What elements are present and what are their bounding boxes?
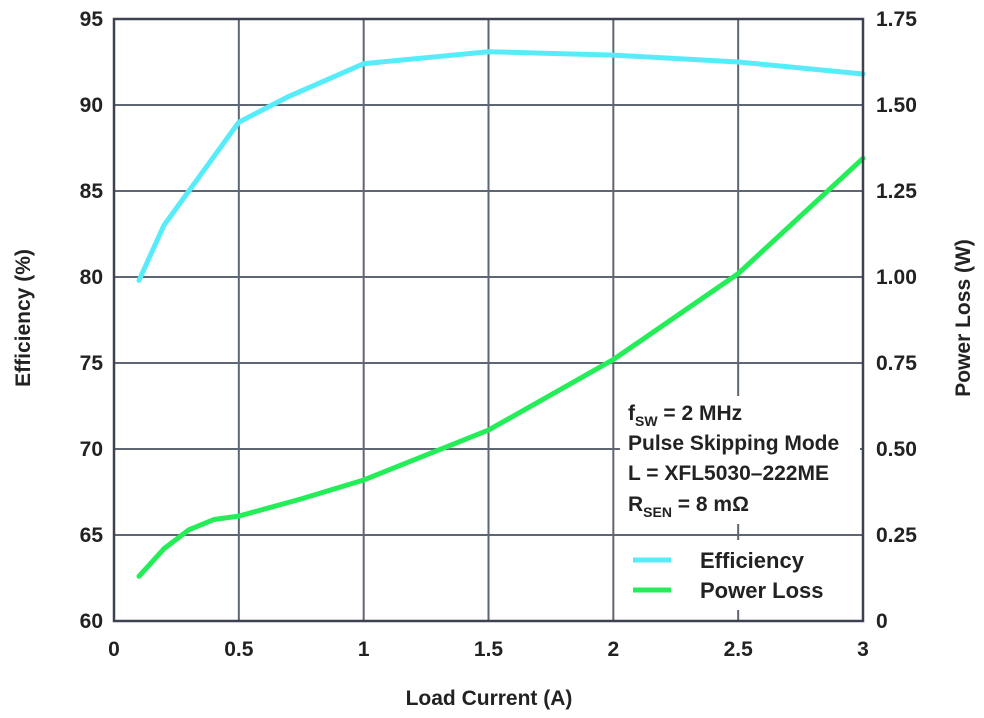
legend-label-efficiency: Efficiency	[700, 548, 805, 573]
legend-background	[620, 540, 860, 610]
y-right-axis-title: Power Loss (W)	[952, 239, 975, 397]
y-right-tick-label: 0.25	[876, 524, 917, 547]
annotation-line-fsw: fSW = 2 MHz	[628, 402, 742, 429]
y-right-tick-labels: 0 0.25 0.50 0.75 1.00 1.25 1.50 1.75	[876, 8, 917, 633]
annotation-background	[620, 396, 860, 524]
y-left-axis-title: Efficiency (%)	[12, 249, 35, 387]
plot-frame	[112, 17, 865, 623]
x-tick-label: 0	[108, 638, 120, 661]
y-left-tick-label: 65	[80, 524, 104, 547]
y-left-tick-label: 70	[80, 438, 103, 461]
legend: Efficiency Power Loss	[620, 540, 860, 610]
x-tick-label: 1.5	[474, 638, 504, 661]
x-tick-labels: 0 0.5 1 1.5 2 2.5 3	[108, 638, 869, 661]
y-right-tick-label: 1.00	[876, 266, 917, 289]
grid-lines	[114, 19, 863, 621]
annotation-line-rsen: RSEN = 8 mΩ	[628, 493, 749, 520]
y-right-tick-label: 0.50	[876, 438, 917, 461]
y-right-tick-label: 1.75	[876, 8, 917, 31]
y-left-tick-label: 85	[80, 180, 104, 203]
condition-annotation: fSW = 2 MHz Pulse Skipping Mode L = XFL5…	[620, 396, 860, 524]
y-left-tick-label: 90	[80, 94, 103, 117]
annotation-line-inductor: L = XFL5030–222ME	[628, 462, 829, 485]
y-left-tick-label: 80	[80, 266, 103, 289]
y-right-tick-label: 1.25	[876, 180, 917, 203]
x-tick-label: 2.5	[724, 638, 754, 661]
y-right-tick-label: 1.50	[876, 94, 917, 117]
x-tick-label: 1	[358, 638, 370, 661]
x-axis-title: Load Current (A)	[406, 687, 573, 710]
y-left-tick-label: 95	[80, 8, 104, 31]
x-tick-label: 3	[857, 638, 869, 661]
legend-label-power-loss: Power Loss	[700, 578, 823, 603]
x-tick-label: 0.5	[224, 638, 254, 661]
series-line-efficiency	[136, 49, 866, 283]
y-right-tick-label: 0.75	[876, 352, 917, 375]
series-line-power-loss	[136, 155, 866, 579]
y-left-tick-label: 75	[80, 352, 104, 375]
series-lines	[136, 49, 866, 579]
y-right-tick-label: 0	[876, 610, 888, 633]
annotation-line-mode: Pulse Skipping Mode	[628, 432, 839, 455]
y-left-tick-label: 60	[80, 610, 103, 633]
x-tick-label: 2	[607, 638, 619, 661]
y-left-tick-labels: 60 65 70 75 80 85 90 95	[80, 8, 104, 633]
